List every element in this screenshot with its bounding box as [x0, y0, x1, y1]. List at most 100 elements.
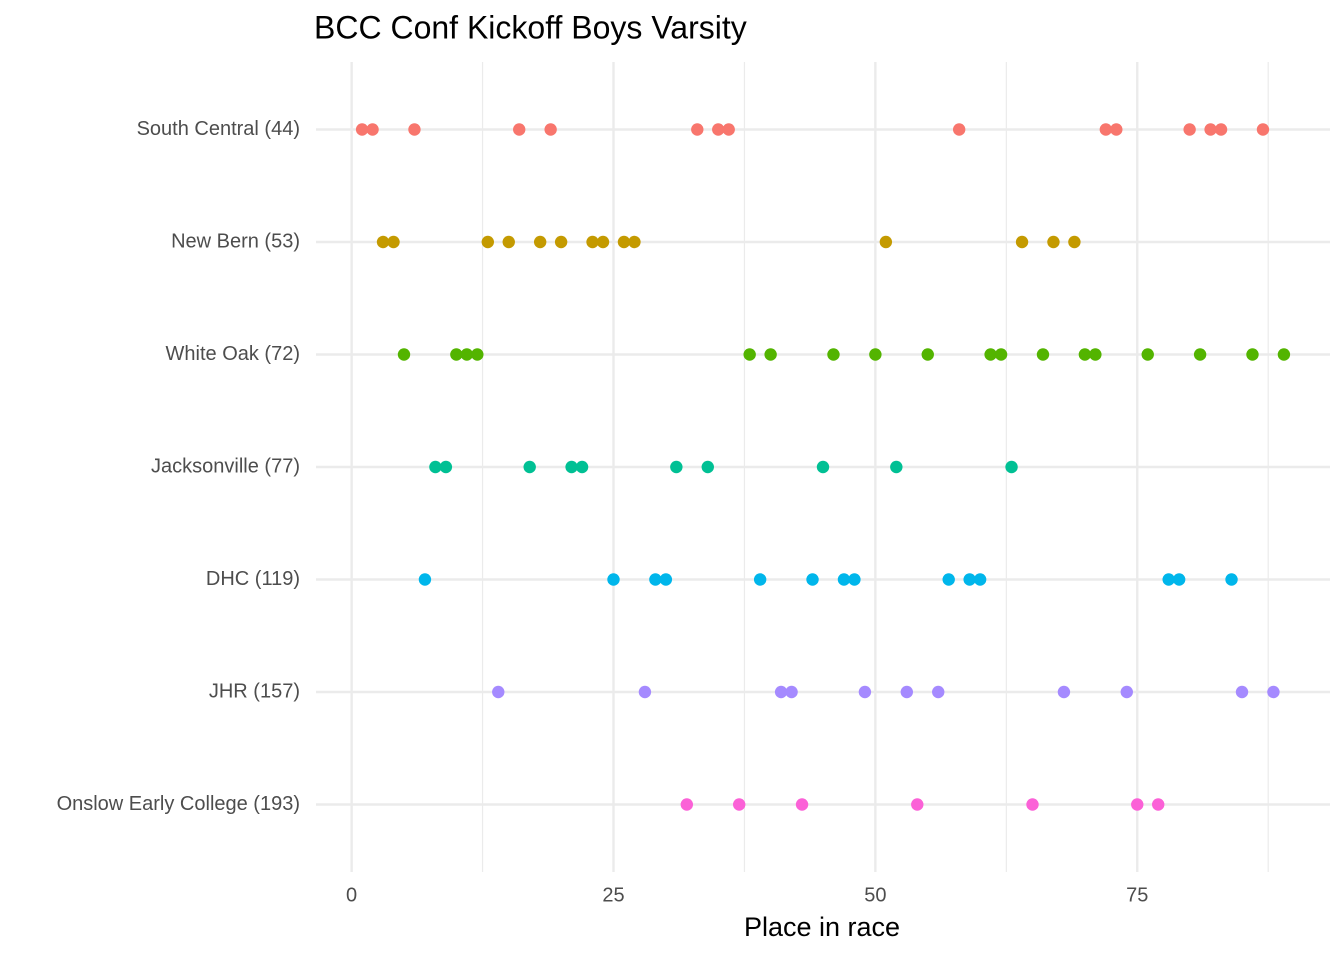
point: [1131, 798, 1144, 811]
point: [806, 573, 819, 586]
point: [753, 573, 767, 586]
point: [471, 348, 484, 361]
point: [628, 235, 641, 249]
point: [575, 460, 589, 474]
point: [554, 235, 568, 249]
point: [481, 235, 494, 249]
point: [1057, 685, 1071, 699]
x-tick-label: 0: [346, 884, 357, 906]
point: [732, 798, 746, 811]
point: [848, 573, 861, 586]
point: [1162, 573, 1175, 586]
x-tick-label: 25: [602, 884, 624, 906]
point: [921, 348, 934, 361]
point: [1047, 235, 1060, 249]
point: [1110, 123, 1123, 136]
point: [502, 235, 515, 249]
point: [1068, 235, 1081, 249]
point: [1246, 348, 1259, 361]
y-tick-label: Onslow Early College (193): [57, 793, 300, 815]
point: [429, 460, 442, 474]
point: [544, 123, 557, 136]
x-tick-label: 75: [1126, 884, 1148, 906]
point: [764, 348, 777, 361]
point: [617, 235, 631, 249]
point: [523, 460, 536, 474]
point: [932, 685, 945, 699]
point: [418, 573, 432, 586]
point: [1141, 348, 1154, 361]
point: [460, 348, 474, 361]
point: [712, 123, 725, 136]
x-tick-label: 50: [864, 884, 886, 906]
point: [1026, 798, 1039, 811]
point: [596, 235, 610, 249]
point: [1267, 685, 1280, 699]
point: [1089, 348, 1102, 361]
point: [890, 460, 903, 474]
point: [994, 348, 1008, 361]
point: [397, 348, 411, 361]
point: [743, 348, 756, 361]
point: [984, 348, 997, 361]
point: [1225, 573, 1238, 586]
point: [355, 123, 369, 136]
point: [837, 573, 851, 586]
point: [680, 798, 694, 811]
y-tick-label: White Oak (72): [166, 343, 300, 365]
point: [513, 123, 526, 136]
point: [1183, 123, 1196, 136]
point: [973, 573, 987, 586]
point: [816, 460, 830, 474]
point: [858, 685, 872, 699]
point: [952, 123, 966, 136]
point: [869, 348, 882, 361]
point: [1235, 685, 1249, 699]
point: [649, 573, 662, 586]
point: [911, 798, 924, 811]
point: [900, 685, 914, 699]
chart-title: BCC Conf Kickoff Boys Varsity: [314, 9, 747, 45]
point: [879, 235, 893, 249]
point: [638, 685, 652, 699]
point: [450, 348, 463, 361]
point: [1005, 460, 1018, 474]
point: [785, 685, 798, 699]
point: [1193, 348, 1207, 361]
point: [1099, 123, 1113, 136]
point: [963, 573, 976, 586]
point: [607, 573, 620, 586]
point: [701, 460, 714, 474]
point: [1015, 235, 1029, 249]
point: [1214, 123, 1228, 136]
point: [439, 460, 453, 474]
y-tick-label: JHR (157): [209, 680, 300, 702]
y-tick-label: DHC (119): [206, 568, 300, 590]
point: [1204, 123, 1217, 136]
point: [827, 348, 840, 361]
point: [691, 123, 704, 136]
point: [1036, 348, 1050, 361]
point: [1078, 348, 1092, 361]
point: [1120, 685, 1133, 699]
point: [1152, 798, 1165, 811]
y-tick-label: Jacksonville (77): [151, 455, 300, 477]
point: [774, 685, 788, 699]
point: [533, 235, 547, 249]
y-tick-label: New Bern (53): [171, 230, 300, 252]
point: [492, 685, 505, 699]
point: [1172, 573, 1186, 586]
y-tick-label: South Central (44): [137, 118, 300, 140]
point: [722, 123, 735, 136]
point: [659, 573, 673, 586]
point: [366, 123, 379, 136]
x-axis-title: Place in race: [744, 912, 900, 942]
point: [795, 798, 809, 811]
point: [670, 460, 683, 474]
point: [586, 235, 599, 249]
point: [408, 123, 421, 136]
point: [942, 573, 955, 586]
point: [387, 235, 400, 249]
point: [376, 235, 390, 249]
